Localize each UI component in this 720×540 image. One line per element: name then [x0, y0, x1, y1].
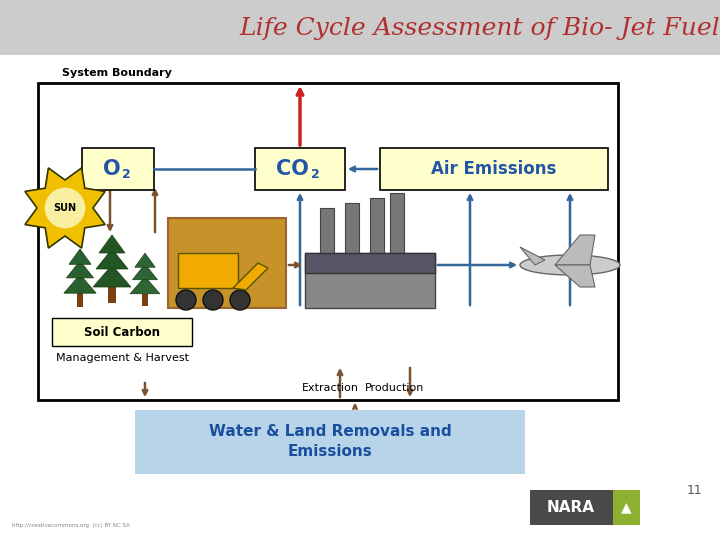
Bar	[320, 208, 334, 253]
Text: 2: 2	[310, 167, 320, 180]
Text: Life Cycle Assessment of Bio- Jet Fuel: Life Cycle Assessment of Bio- Jet Fuel	[240, 17, 720, 39]
Text: 11: 11	[687, 483, 703, 496]
Bar	[142, 294, 148, 306]
Polygon shape	[64, 274, 96, 293]
Polygon shape	[99, 235, 125, 253]
Text: CO: CO	[276, 159, 308, 179]
Text: SUN: SUN	[53, 203, 76, 213]
Text: Emissions: Emissions	[287, 444, 372, 460]
Bar	[38, 83, 618, 400]
Polygon shape	[520, 247, 545, 265]
Bar	[305, 253, 435, 273]
Text: System Boundary: System Boundary	[62, 68, 172, 78]
Bar	[613, 490, 640, 525]
Circle shape	[45, 188, 85, 227]
Polygon shape	[555, 235, 595, 265]
Text: Water & Land Removals and: Water & Land Removals and	[209, 424, 451, 440]
Bar	[108, 287, 116, 303]
Text: Air Emissions: Air Emissions	[431, 160, 557, 178]
Bar	[76, 293, 84, 307]
Bar	[52, 318, 192, 346]
Bar	[0, 0, 720, 55]
Text: 2: 2	[122, 167, 130, 180]
Bar	[345, 203, 359, 253]
Bar	[82, 148, 154, 190]
Text: Extraction: Extraction	[302, 383, 359, 393]
Ellipse shape	[520, 255, 620, 275]
Text: O: O	[103, 159, 121, 179]
Bar	[305, 253, 435, 308]
Bar	[168, 218, 286, 308]
Polygon shape	[25, 168, 105, 248]
Bar	[370, 198, 384, 253]
Text: Production: Production	[365, 383, 425, 393]
Polygon shape	[69, 249, 91, 264]
Circle shape	[203, 290, 223, 310]
Bar	[178, 253, 238, 288]
Circle shape	[176, 290, 196, 310]
Polygon shape	[555, 265, 595, 287]
Bar	[390, 193, 404, 253]
Polygon shape	[93, 265, 131, 287]
Polygon shape	[135, 253, 155, 267]
Bar	[380, 148, 608, 190]
Bar	[530, 490, 613, 525]
Text: NARA: NARA	[546, 500, 595, 515]
Bar	[255, 148, 345, 190]
Polygon shape	[130, 276, 160, 294]
Text: ▲: ▲	[621, 501, 631, 515]
Text: Soil Carbon: Soil Carbon	[84, 326, 160, 339]
Text: Management & Harvest: Management & Harvest	[55, 353, 189, 363]
Text: http://creativecommons.org  (cc) BY NC SA: http://creativecommons.org (cc) BY NC SA	[12, 523, 130, 528]
Polygon shape	[132, 264, 158, 280]
Polygon shape	[96, 249, 128, 269]
Circle shape	[230, 290, 250, 310]
Bar	[135, 410, 525, 474]
Polygon shape	[233, 263, 268, 290]
Polygon shape	[66, 261, 94, 278]
